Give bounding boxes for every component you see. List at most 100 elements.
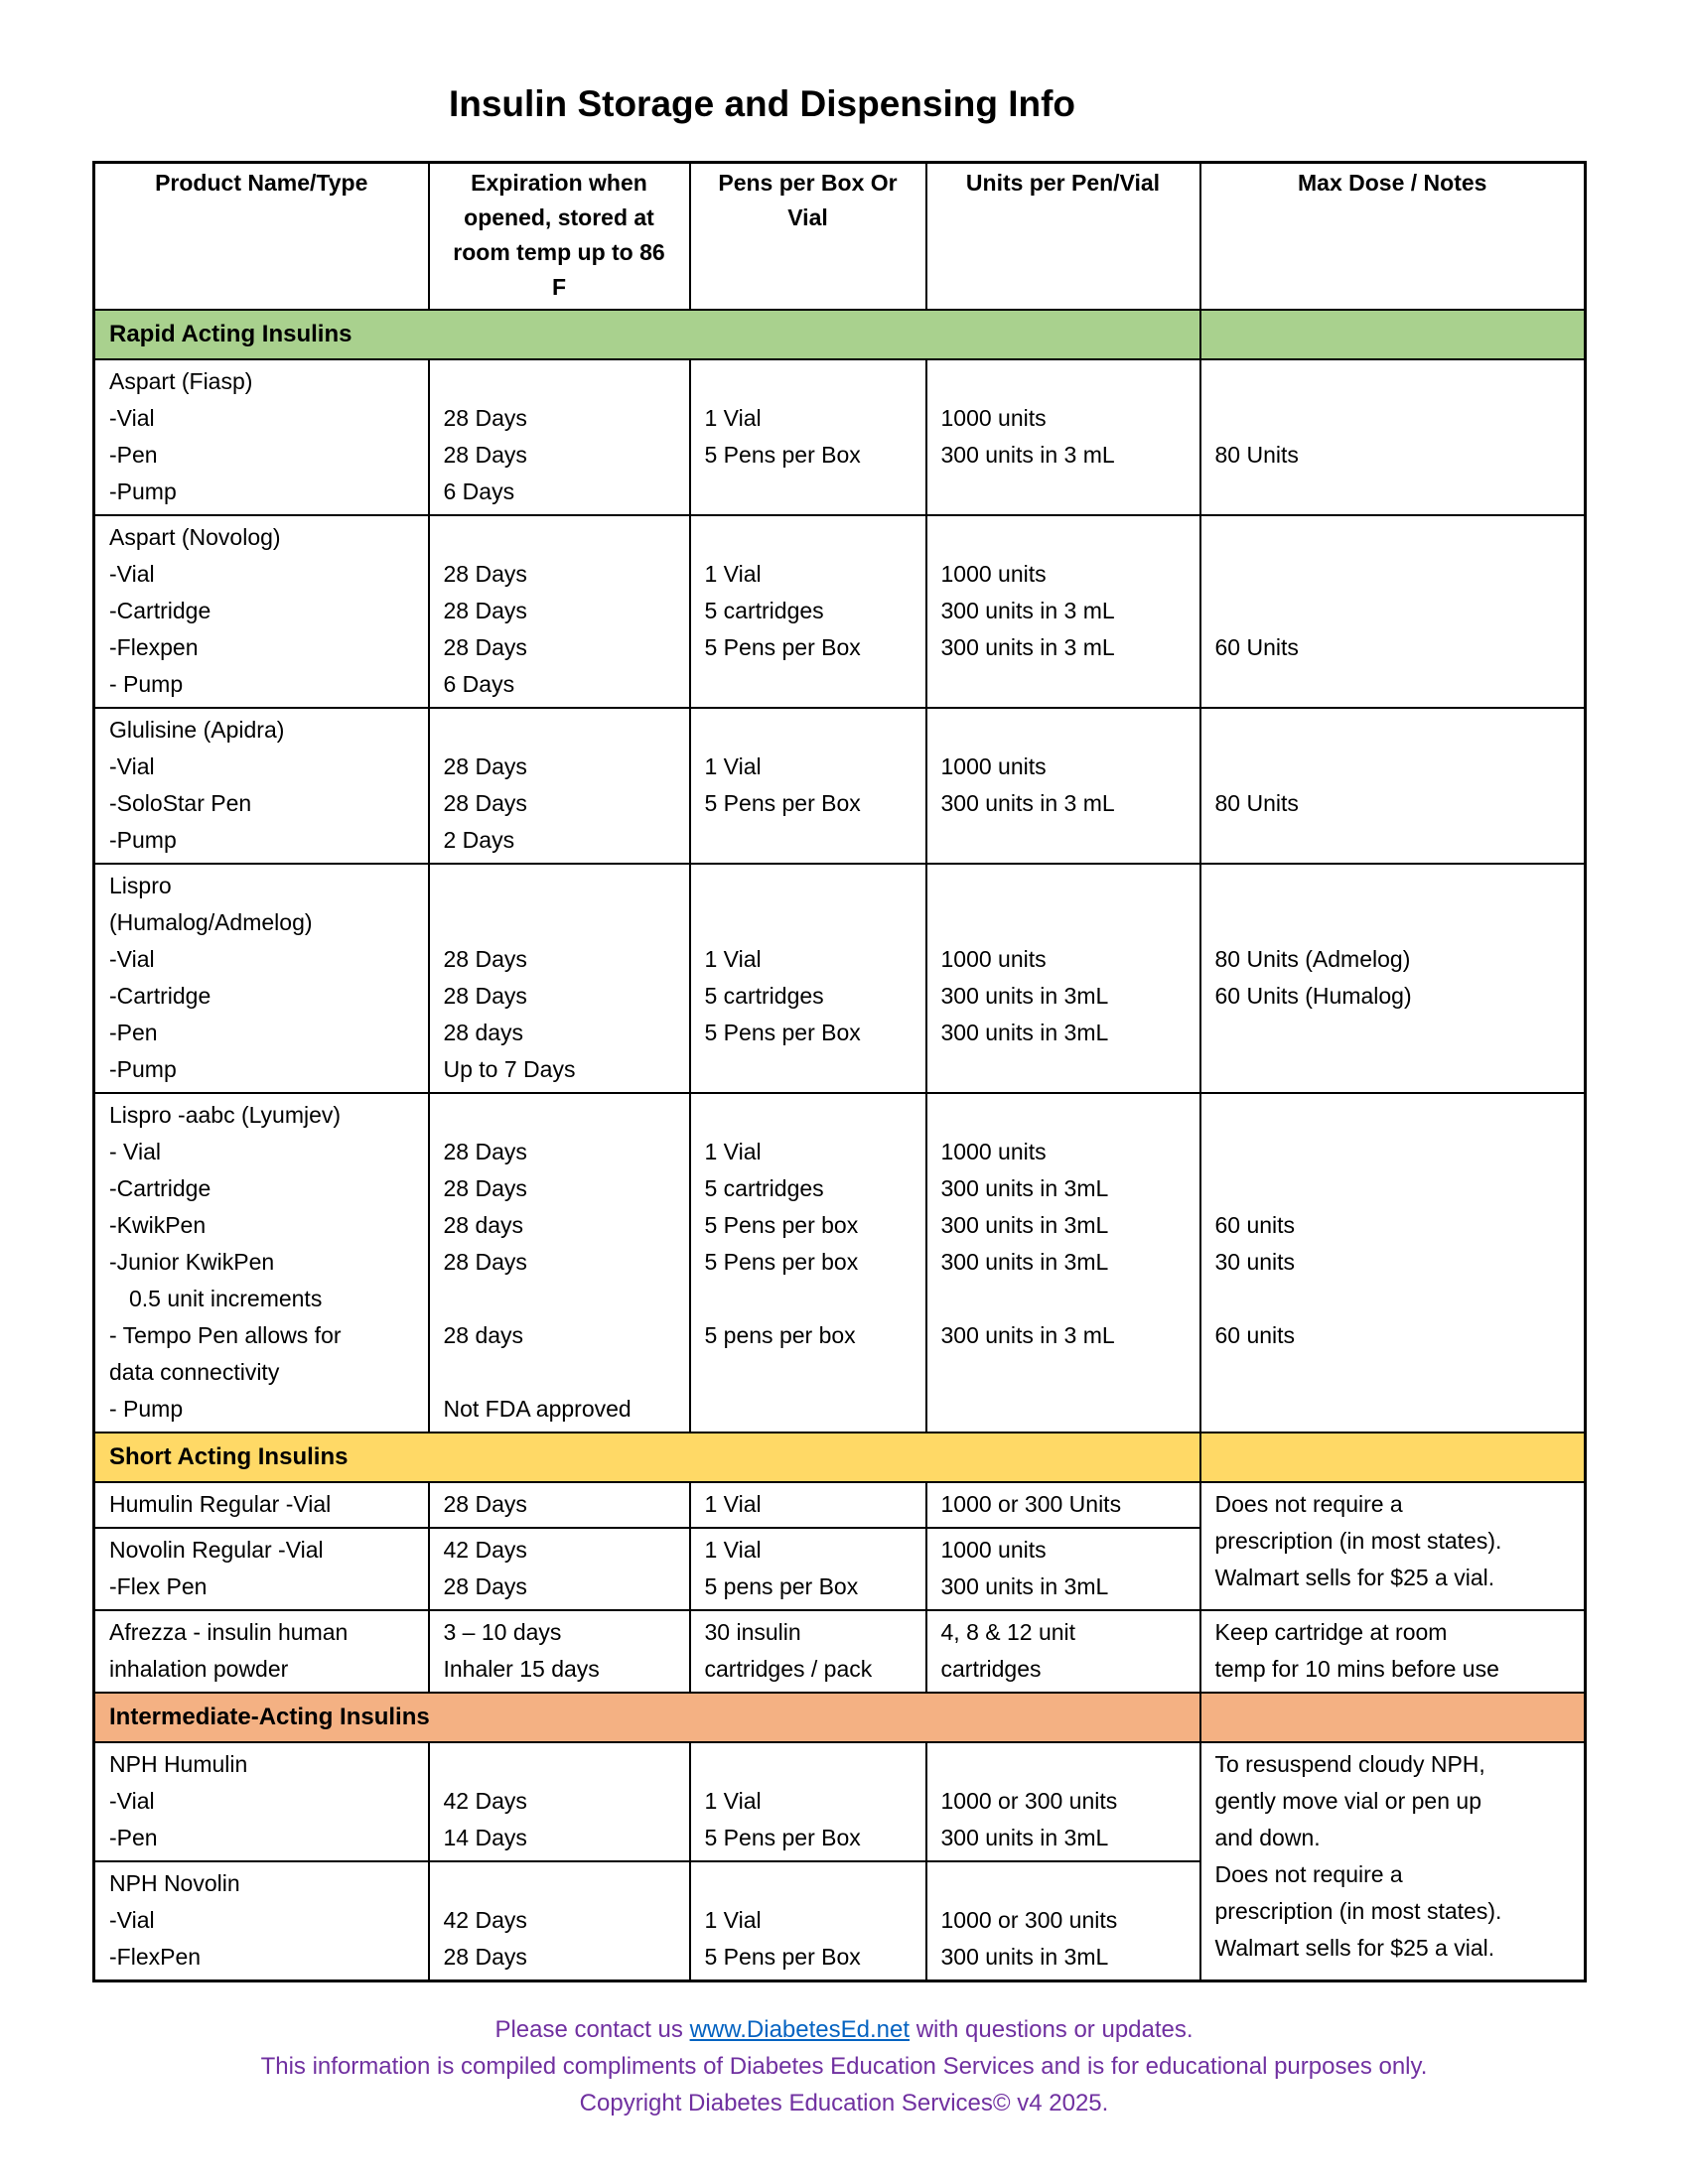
cell-text: Aspart (Novolog) — [109, 524, 281, 550]
cell-lines: 1000 units 300 units in 3 mL 300 units in … — [941, 519, 1186, 703]
cell-lines: 80 Units — [1215, 363, 1571, 510]
cell-text: Novolin Regular -Vial — [109, 1537, 324, 1563]
footer-text: Please contact us — [494, 2016, 683, 2043]
cell-text: 60 Units — [1214, 634, 1299, 660]
cell-text: Lispro -aabc (Lyumjev) — [109, 1102, 342, 1128]
cell-lines: 80 Units (Admelog) 60 Units (Humalog) — [1215, 868, 1571, 1088]
cell-lines: 1 Vial 5 Pens per Box — [705, 1865, 912, 1976]
table-cell: 1 Vial — [688, 1481, 927, 1529]
cell-text: data connectivity — [109, 1359, 280, 1385]
cell-text: 300 units in 3mL — [940, 1020, 1109, 1045]
cell-lines: 28 Days 28 Days 28 days 28 Days 28 days Not F… — [444, 1097, 675, 1428]
cell-text: 28 Days — [443, 598, 527, 623]
cell-text: 3 – 10 days — [443, 1619, 562, 1645]
table-row: Humulin Regular -Vial 28 Days 1 Vial 1000 o… — [92, 1481, 1587, 1611]
cell-text: 300 units in 3 mL — [940, 1322, 1115, 1348]
header-cell: Expiration when opened, stored at room t… — [427, 161, 691, 311]
cell-text: gently move vial or pen up — [1214, 1788, 1482, 1814]
cell-lines: 60 units 30 units 60 units — [1215, 1097, 1571, 1428]
cell-text: -Cartridge — [109, 1175, 211, 1201]
cell-lines: Glulisine (Apidra) -Vial -SoloStar Pen -Pum… — [109, 712, 414, 859]
cell-text: -Pump — [109, 478, 177, 504]
cell-text: - Pump — [109, 1396, 184, 1422]
cell-text: 1000 units — [940, 405, 1047, 431]
cell-lines: 1000 units 300 units in 3mL 300 units in 3… — [941, 1097, 1186, 1428]
cell-text: 1000 or 300 units — [940, 1907, 1118, 1933]
cell-text: 28 Days — [443, 753, 527, 779]
table-cell: 60 units 30 units 60 units — [1198, 1092, 1587, 1433]
cell-text: -FlexPen — [109, 1944, 202, 1970]
table-cell: 3 – 10 days Inhaler 15 days — [427, 1609, 691, 1694]
table-cell: Afrezza - insulin human inhalation powder — [92, 1609, 430, 1694]
table-cell: 28 Days 28 Days 6 Days — [427, 358, 691, 516]
section-heading: Intermediate-Acting Insulins — [92, 1692, 1201, 1743]
table-cell: 80 Units — [1198, 707, 1587, 865]
cell-text: -Vial — [109, 561, 155, 587]
table-row: Lispro (Humalog/Admelog) -Vial -Cartridge -P… — [92, 863, 1587, 1094]
cell-lines: 1000 units 300 units in 3mL — [941, 1532, 1186, 1605]
cell-lines: 1 Vial 5 cartridges 5 Pens per box 5 Pens p… — [705, 1097, 912, 1428]
cell-lines: Lispro (Humalog/Admelog) -Vial -Cartridge -P… — [109, 868, 414, 1088]
cell-text: 5 Pens per box — [704, 1249, 859, 1275]
cell-text: cartridges / pack — [704, 1656, 873, 1682]
cell-text: cartridges — [940, 1656, 1042, 1682]
cell-text: 42 Days — [443, 1788, 527, 1814]
cell-text: 28 days — [443, 1020, 524, 1045]
section-heading-fill — [1198, 1432, 1587, 1483]
cell-text: 5 Pens per Box — [704, 790, 861, 816]
cell-text: 1000 units — [940, 753, 1047, 779]
table-cell: 28 Days 28 Days 28 Days 6 Days — [427, 514, 691, 709]
cell-text: To resuspend cloudy NPH, — [1214, 1751, 1485, 1777]
table-cell: 1 Vial 5 Pens per Box — [688, 358, 927, 516]
cell-text: 60 Units (Humalog) — [1214, 983, 1412, 1009]
table-cell: Keep cartridge at room temp for 10 mins b… — [1198, 1609, 1587, 1694]
cell-text: 30 insulin — [704, 1619, 801, 1645]
table-cell: 28 Days 28 Days 2 Days — [427, 707, 691, 865]
cell-text: 1 Vial — [704, 405, 762, 431]
cell-text: inhalation powder — [109, 1656, 289, 1682]
insulin-table: Product Name/Type Expiration when opened,… — [92, 161, 1587, 1982]
table-cell: 80 Units (Admelog) 60 Units (Humalog) — [1198, 863, 1587, 1094]
cell-lines: 42 Days 14 Days — [444, 1746, 675, 1856]
cell-text: 1000 units — [940, 946, 1047, 972]
cell-text: -Pen — [109, 442, 158, 468]
cell-text: Walmart sells for $25 a vial. — [1214, 1565, 1495, 1590]
cell-text: 5 Pens per Box — [704, 1944, 861, 1970]
table-row: Novolin Regular -Vial -Flex Pen 42 Days 28 … — [92, 1527, 1586, 1611]
cell-lines: 42 Days 28 Days — [444, 1865, 675, 1976]
cell-text: 1 Vial — [704, 1907, 762, 1933]
header-cell: Units per Pen/Vial — [924, 161, 1201, 311]
cell-text: (Humalog/Admelog) — [109, 909, 313, 935]
cell-lines: NPH Humulin -Vial -Pen — [109, 1746, 414, 1856]
cell-text: 1000 units — [940, 1139, 1047, 1164]
header-cell: Pens per Box Or Vial — [688, 161, 927, 311]
cell-text: 28 days — [443, 1322, 524, 1348]
table-cell: 1000 or 300 units 300 units in 3mL — [924, 1860, 1201, 1982]
table-cell: 42 Days 28 Days — [427, 1860, 691, 1982]
table-cell: 1 Vial 5 cartridges 5 Pens per Box — [688, 514, 927, 709]
cell-lines: 4, 8 & 12 unit cartridges — [941, 1614, 1186, 1688]
cell-lines: 1 Vial 5 cartridges 5 Pens per Box — [705, 519, 912, 703]
cell-text: 300 units in 3 mL — [940, 634, 1115, 660]
table-cell: 28 Days 28 Days 28 days 28 Days 28 days Not F… — [427, 1092, 691, 1433]
cell-lines: 1 Vial 5 Pens per Box — [705, 712, 912, 859]
cell-text: -SoloStar Pen — [109, 790, 252, 816]
cell-text: 6 Days — [443, 478, 515, 504]
cell-text: 1000 units — [940, 1537, 1047, 1563]
cell-text: 80 Units (Admelog) — [1214, 946, 1411, 972]
website-link[interactable]: www.DiabetesEd.net — [689, 2016, 911, 2043]
cell-lines: 1 Vial 5 cartridges 5 Pens per Box — [705, 868, 912, 1088]
table-cell: Glulisine (Apidra) -Vial -SoloStar Pen -Pum… — [92, 707, 430, 865]
cell-lines: Aspart (Novolog) -Vial -Cartridge -Flexpen -… — [109, 519, 414, 703]
table-cell: 28 Days — [427, 1481, 691, 1529]
title: Insulin Storage and Dispensing Info — [448, 83, 1076, 124]
cell-text: 5 cartridges — [704, 1175, 824, 1201]
cell-text: 14 Days — [443, 1825, 527, 1850]
cell-text: 1 Vial — [704, 1139, 762, 1164]
cell-text: -Pen — [109, 1020, 158, 1045]
table-row: Lispro -aabc (Lyumjev) - Vial -Cartridge -K… — [92, 1092, 1587, 1433]
cell-text: Lispro — [109, 873, 172, 898]
section-row: Intermediate-Acting Insulins — [92, 1692, 1587, 1743]
table-cell: Humulin Regular -Vial — [92, 1481, 430, 1529]
